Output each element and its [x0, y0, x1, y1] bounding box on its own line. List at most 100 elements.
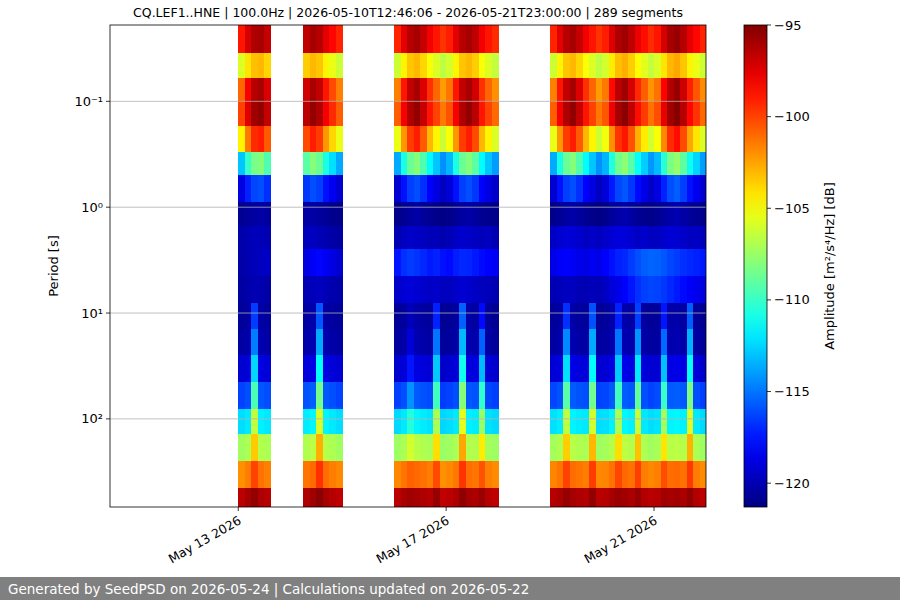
heatmap-cell — [602, 152, 609, 176]
heatmap-cell — [394, 101, 401, 126]
heatmap-cell — [485, 78, 492, 102]
heatmap-cell — [238, 434, 245, 461]
heatmap-cell — [589, 175, 596, 202]
heatmap-cell — [576, 202, 583, 226]
heatmap-cell — [622, 488, 629, 507]
heatmap-cell — [414, 53, 421, 78]
heatmap-cell — [635, 202, 642, 226]
heatmap-cell — [329, 126, 336, 153]
heatmap-cell — [667, 329, 674, 356]
heatmap-cell — [264, 202, 271, 226]
heatmap-cell — [589, 303, 596, 329]
heatmap-cell — [427, 249, 434, 276]
heatmap-cell — [453, 175, 460, 202]
heatmap-cell — [251, 434, 258, 461]
heatmap-cell — [661, 382, 668, 409]
heatmap-cell — [323, 152, 330, 176]
heatmap-cell — [303, 461, 310, 488]
heatmap-cell — [648, 249, 655, 276]
heatmap-cell — [661, 126, 668, 153]
heatmap-cell — [323, 78, 330, 102]
heatmap-cell — [485, 303, 492, 329]
heatmap-cell — [615, 78, 622, 102]
heatmap-cell — [641, 53, 648, 78]
heatmap-cell — [622, 434, 629, 461]
heatmap-cell — [420, 25, 427, 53]
heatmap-cell — [251, 78, 258, 102]
heatmap-cell — [667, 53, 674, 78]
heatmap-cell — [251, 276, 258, 303]
colorbar — [744, 25, 767, 507]
heatmap-cell — [628, 101, 635, 126]
heatmap-cell — [329, 226, 336, 250]
heatmap-cell — [693, 276, 700, 303]
heatmap-cell — [641, 461, 648, 488]
heatmap-cell — [641, 152, 648, 176]
heatmap-cell — [700, 434, 706, 461]
heatmap-cell — [238, 329, 245, 356]
heatmap-cell — [323, 382, 330, 409]
heatmap-cell — [700, 382, 706, 409]
heatmap-cell — [680, 355, 687, 382]
heatmap-cell — [563, 382, 570, 409]
heatmap-cell — [550, 409, 557, 435]
heatmap-cell — [589, 25, 596, 53]
heatmap-cell — [628, 175, 635, 202]
heatmap-cell — [245, 276, 252, 303]
heatmap-cell — [674, 249, 681, 276]
heatmap-cell — [635, 126, 642, 153]
heatmap-cell — [589, 329, 596, 356]
heatmap-cell — [563, 488, 570, 507]
heatmap-cell — [700, 329, 706, 356]
heatmap-cell — [648, 152, 655, 176]
heatmap-cell — [238, 488, 245, 507]
heatmap-cell — [583, 175, 590, 202]
y-tick-label: 10⁰ — [81, 200, 103, 215]
heatmap-cell — [485, 226, 492, 250]
heatmap-cell — [635, 488, 642, 507]
heatmap-cell — [264, 126, 271, 153]
heatmap-cell — [609, 249, 616, 276]
heatmap-cell — [472, 152, 479, 176]
heatmap-cell — [583, 355, 590, 382]
heatmap-cell — [414, 303, 421, 329]
heatmap-cell — [472, 434, 479, 461]
heatmap-cell — [576, 409, 583, 435]
heatmap-cell — [479, 101, 486, 126]
heatmap-cell — [615, 434, 622, 461]
heatmap-cell — [407, 152, 414, 176]
heatmap-cell — [264, 101, 271, 126]
heatmap-cell — [258, 78, 265, 102]
heatmap-cell — [420, 202, 427, 226]
heatmap-cell — [316, 78, 323, 102]
heatmap-cell — [589, 249, 596, 276]
heatmap-cell — [251, 101, 258, 126]
heatmap-cell — [687, 329, 694, 356]
heatmap-cell — [563, 175, 570, 202]
heatmap-cell — [264, 249, 271, 276]
heatmap-cell — [661, 175, 668, 202]
heatmap-cell — [576, 53, 583, 78]
heatmap-cell — [576, 329, 583, 356]
heatmap-cell — [589, 276, 596, 303]
heatmap-cell — [323, 53, 330, 78]
heatmap-cell — [570, 25, 577, 53]
heatmap-cell — [258, 175, 265, 202]
heatmap-cell — [479, 409, 486, 435]
heatmap-cell — [687, 226, 694, 250]
heatmap-cell — [414, 25, 421, 53]
heatmap-cell — [245, 434, 252, 461]
heatmap-cell — [336, 329, 343, 356]
heatmap-cell — [693, 78, 700, 102]
heatmap-cell — [329, 152, 336, 176]
heatmap-cell — [661, 101, 668, 126]
heatmap-cell — [609, 276, 616, 303]
heatmap-cell — [336, 126, 343, 153]
heatmap-cell — [440, 152, 447, 176]
heatmap-cell — [323, 276, 330, 303]
heatmap-cell — [680, 226, 687, 250]
heatmap-cell — [687, 409, 694, 435]
heatmap-cell — [479, 202, 486, 226]
heatmap-cell — [433, 152, 440, 176]
heatmap-cell — [446, 434, 453, 461]
